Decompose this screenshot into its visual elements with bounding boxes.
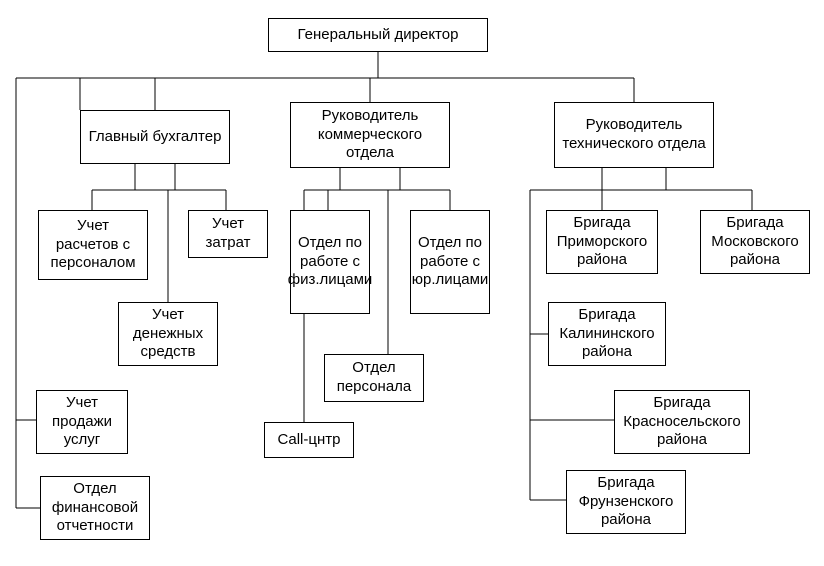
node-brig_frunz: Бригада Фрунзенского района bbox=[566, 470, 686, 534]
node-brig_prim: Бригада Приморского района bbox=[546, 210, 658, 274]
node-acc_fin: Отдел финансовой отчетности bbox=[40, 476, 150, 540]
node-root: Генеральный директор bbox=[268, 18, 488, 52]
node-brig_mosk: Бригада Московского района bbox=[700, 210, 810, 274]
node-comm_hr: Отдел персонала bbox=[324, 354, 424, 402]
node-tech: Руководитель технического отдела bbox=[554, 102, 714, 168]
node-brig_krasn: Бригада Красносельского района bbox=[614, 390, 750, 454]
node-brig_kalin: Бригада Калининского района bbox=[548, 302, 666, 366]
node-comm: Руководитель коммерческого отдела bbox=[290, 102, 450, 168]
node-comm_call: Call-цнтр bbox=[264, 422, 354, 458]
node-acc_cost: Учет затрат bbox=[188, 210, 268, 258]
node-acc_pers: Учет расчетов с персоналом bbox=[38, 210, 148, 280]
node-acc: Главный бухгалтер bbox=[80, 110, 230, 164]
node-comm_fiz: Отдел по работе с физ.лицами bbox=[290, 210, 370, 314]
node-acc_money: Учет денежных средств bbox=[118, 302, 218, 366]
org-chart-canvas: Генеральный директор Главный бухгалтер Рук… bbox=[0, 0, 824, 566]
node-acc_sales: Учет продажи услуг bbox=[36, 390, 128, 454]
node-comm_jur: Отдел по работе с юр.лицами bbox=[410, 210, 490, 314]
